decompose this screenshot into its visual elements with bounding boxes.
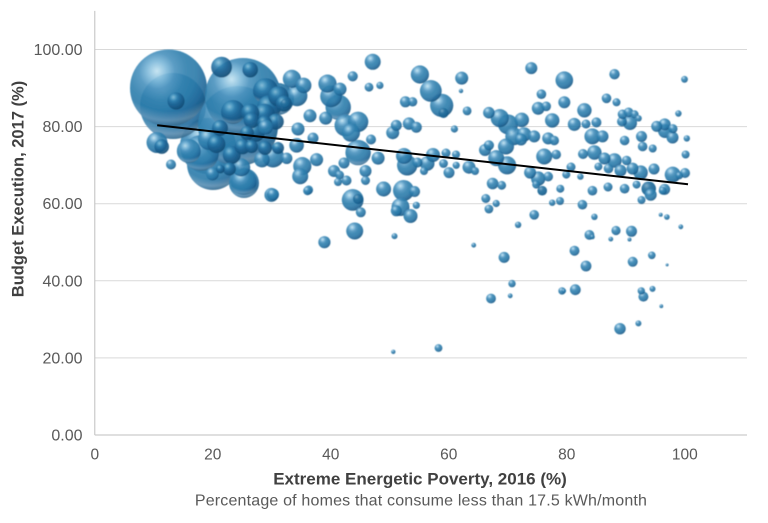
svg-text:100: 100 bbox=[672, 447, 698, 464]
svg-text:Budget Execution, 2017 (%): Budget Execution, 2017 (%) bbox=[10, 81, 28, 297]
svg-text:80: 80 bbox=[558, 447, 576, 464]
svg-text:20.00: 20.00 bbox=[42, 350, 82, 367]
svg-text:Extreme Energetic Poverty, 201: Extreme Energetic Poverty, 2016 (%) bbox=[273, 470, 567, 489]
svg-text:60.00: 60.00 bbox=[42, 196, 82, 213]
svg-text:40.00: 40.00 bbox=[42, 273, 82, 290]
svg-text:60: 60 bbox=[440, 447, 458, 464]
svg-text:100.00: 100.00 bbox=[34, 42, 83, 59]
svg-text:0: 0 bbox=[90, 447, 99, 464]
svg-text:40: 40 bbox=[322, 447, 340, 464]
svg-text:Percentage of homes that consu: Percentage of homes that consume less th… bbox=[195, 493, 647, 510]
svg-text:20: 20 bbox=[204, 447, 222, 464]
svg-text:0.00: 0.00 bbox=[51, 428, 82, 445]
svg-text:80.00: 80.00 bbox=[42, 119, 82, 136]
